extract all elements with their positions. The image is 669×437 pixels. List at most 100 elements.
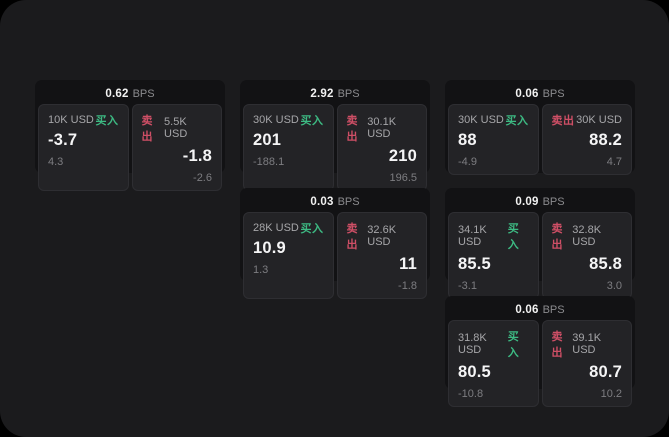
buy-size: 34.1K USD xyxy=(458,224,487,248)
sell-panel-top: 卖出 39.1K USD xyxy=(552,328,623,360)
sell-price: 85.8 xyxy=(589,255,622,273)
buy-change: 1.3 xyxy=(253,264,269,276)
buy-panel-top: 10K USD 买入 xyxy=(48,112,119,128)
buy-panel-top: 30K USD 买入 xyxy=(253,112,324,128)
buy-price: 88 xyxy=(458,131,477,149)
buy-price: 201 xyxy=(253,131,282,149)
sell-change: 4.7 xyxy=(606,156,622,168)
buy-quote-panel[interactable]: 30K USD 买入 88 -4.9 xyxy=(448,104,539,175)
spread-value: 0.06 xyxy=(515,303,539,316)
buy-panel-top: 28K USD 买入 xyxy=(253,220,324,236)
spread-value: 0.06 xyxy=(515,87,539,100)
sell-price: 210 xyxy=(388,147,417,165)
spread-unit: BPS xyxy=(542,303,565,316)
quote-body: 30K USD 买入 88 -4.9 卖出 30K USD 88.2 4.7 xyxy=(448,104,632,175)
spread-unit: BPS xyxy=(337,195,360,208)
sell-size: 32.8K USD xyxy=(572,224,602,248)
quote-body: 10K USD 买入 -3.7 4.3 卖出 5.5K USD -1.8 -2.… xyxy=(38,104,222,191)
spread-value: 2.92 xyxy=(310,87,334,100)
buy-panel-top: 34.1K USD 买入 xyxy=(458,220,529,252)
sell-label: 卖出 xyxy=(141,115,153,143)
sell-label: 卖出 xyxy=(551,115,575,127)
sell-quote-panel[interactable]: 卖出 32.6K USD 11 -1.8 xyxy=(336,212,427,299)
buy-size: 10K USD xyxy=(48,114,94,126)
sell-change: 3.0 xyxy=(606,280,622,292)
sell-change: -1.8 xyxy=(398,280,417,292)
quote-body: 34.1K USD 买入 85.5 -3.1 卖出 32.8K USD 85.8… xyxy=(448,212,632,299)
spread-header: 2.92 BPS xyxy=(243,83,427,104)
buy-change: 4.3 xyxy=(48,156,64,168)
spread-unit: BPS xyxy=(542,195,565,208)
sell-label: 卖出 xyxy=(346,223,358,251)
sell-panel-top: 卖出 32.6K USD xyxy=(347,220,418,252)
buy-quote-panel[interactable]: 10K USD 买入 -3.7 4.3 xyxy=(38,104,129,191)
buy-size: 28K USD xyxy=(253,222,299,234)
buy-change: -4.9 xyxy=(458,156,477,168)
buy-panel-top: 30K USD 买入 xyxy=(458,112,529,128)
sell-size: 30K USD xyxy=(576,114,622,126)
quote-body: 31.8K USD 买入 80.5 -10.8 卖出 39.1K USD 80.… xyxy=(448,320,632,407)
spread-header: 0.06 BPS xyxy=(448,299,632,320)
buy-label: 买入 xyxy=(505,115,529,127)
buy-panel-top: 31.8K USD 买入 xyxy=(458,328,529,360)
sell-quote-panel[interactable]: 卖出 5.5K USD -1.8 -2.6 xyxy=(131,104,222,191)
buy-label: 买入 xyxy=(300,115,324,127)
sell-change: 196.5 xyxy=(389,172,417,184)
quote-body: 30K USD 买入 201 -188.1 卖出 30.1K USD 210 1… xyxy=(243,104,427,191)
buy-quote-panel[interactable]: 31.8K USD 买入 80.5 -10.8 xyxy=(448,320,539,407)
sell-quote-panel[interactable]: 卖出 32.8K USD 85.8 3.0 xyxy=(541,212,632,299)
sell-size: 5.5K USD xyxy=(164,116,188,140)
buy-change: -188.1 xyxy=(253,156,285,168)
spread-value: 0.09 xyxy=(515,195,539,208)
spread-header: 0.09 BPS xyxy=(448,191,632,212)
spread-unit: BPS xyxy=(337,87,360,100)
sell-price: -1.8 xyxy=(182,147,212,165)
spread-value: 0.03 xyxy=(310,195,334,208)
spread-unit: BPS xyxy=(542,87,565,100)
buy-size: 30K USD xyxy=(253,114,299,126)
quote-tile: 0.09 BPS 34.1K USD 买入 85.5 -3.1 卖出 32.8K… xyxy=(445,188,635,299)
sell-size: 30.1K USD xyxy=(367,116,397,140)
sell-price: 88.2 xyxy=(589,131,622,149)
buy-change: -10.8 xyxy=(458,388,484,400)
buy-label: 买入 xyxy=(507,223,520,251)
spread-value: 0.62 xyxy=(105,87,129,100)
sell-label: 卖出 xyxy=(346,115,358,143)
quote-tile: 0.03 BPS 28K USD 买入 10.9 1.3 卖出 32.6K US… xyxy=(240,188,430,299)
sell-panel-top: 卖出 5.5K USD xyxy=(142,112,213,144)
spread-header: 0.06 BPS xyxy=(448,83,632,104)
sell-change: 10.2 xyxy=(600,388,622,400)
sell-price: 80.7 xyxy=(589,363,622,381)
quote-tile: 0.62 BPS 10K USD 买入 -3.7 4.3 卖出 5.5K USD xyxy=(35,80,225,191)
spread-unit: BPS xyxy=(132,87,155,100)
buy-price: -3.7 xyxy=(48,131,78,149)
sell-price: 11 xyxy=(399,255,417,273)
buy-label: 买入 xyxy=(507,331,520,359)
sell-label: 卖出 xyxy=(551,223,563,251)
sell-change: -2.6 xyxy=(193,172,212,184)
sell-quote-panel[interactable]: 卖出 30.1K USD 210 196.5 xyxy=(336,104,427,191)
buy-label: 买入 xyxy=(300,223,324,235)
buy-price: 10.9 xyxy=(253,239,286,257)
sell-size: 39.1K USD xyxy=(572,332,602,356)
sell-panel-top: 卖出 30K USD xyxy=(552,112,623,128)
buy-quote-panel[interactable]: 28K USD 买入 10.9 1.3 xyxy=(243,212,334,299)
sell-quote-panel[interactable]: 卖出 30K USD 88.2 4.7 xyxy=(541,104,632,175)
spread-header: 0.62 BPS xyxy=(38,83,222,104)
sell-panel-top: 卖出 32.8K USD xyxy=(552,220,623,252)
buy-price: 85.5 xyxy=(458,255,491,273)
buy-size: 31.8K USD xyxy=(458,332,487,356)
buy-change: -3.1 xyxy=(458,280,477,292)
quote-body: 28K USD 买入 10.9 1.3 卖出 32.6K USD 11 -1.8 xyxy=(243,212,427,299)
sell-quote-panel[interactable]: 卖出 39.1K USD 80.7 10.2 xyxy=(541,320,632,407)
buy-label: 买入 xyxy=(95,115,119,127)
buy-quote-panel[interactable]: 34.1K USD 买入 85.5 -3.1 xyxy=(448,212,539,299)
quote-tiles-grid: 0.62 BPS 10K USD 买入 -3.7 4.3 卖出 5.5K USD xyxy=(35,80,635,407)
buy-size: 30K USD xyxy=(458,114,504,126)
buy-quote-panel[interactable]: 30K USD 买入 201 -188.1 xyxy=(243,104,334,191)
sell-panel-top: 卖出 30.1K USD xyxy=(347,112,418,144)
buy-price: 80.5 xyxy=(458,363,491,381)
quote-tile: 0.06 BPS 31.8K USD 买入 80.5 -10.8 卖出 39.1… xyxy=(445,296,635,407)
quote-tile: 2.92 BPS 30K USD 买入 201 -188.1 卖出 30.1K … xyxy=(240,80,430,191)
